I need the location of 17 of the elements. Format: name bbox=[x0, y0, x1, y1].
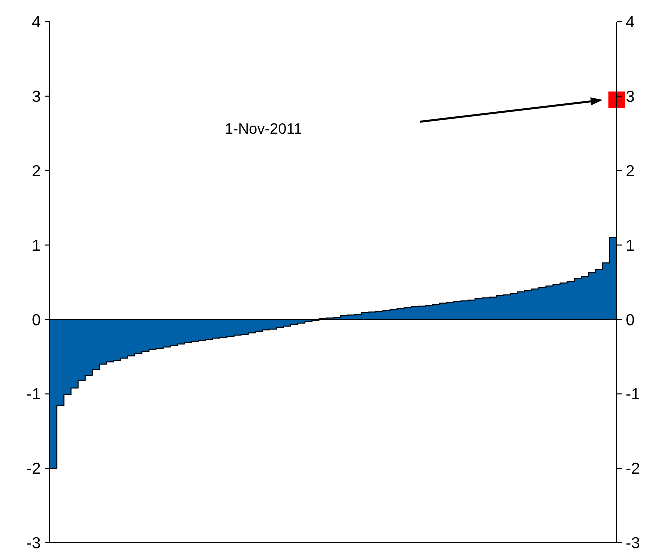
y2-tick-label: 3 bbox=[626, 89, 635, 106]
y2-tick-label: -2 bbox=[626, 461, 640, 478]
annotation: 1-Nov-2011 bbox=[225, 121, 302, 138]
y-tick-label: 4 bbox=[32, 14, 42, 32]
y-tick-label: 2 bbox=[32, 163, 42, 180]
y2-tick-label: -3 bbox=[626, 536, 640, 553]
y2-tick-label: -1 bbox=[626, 386, 640, 404]
y2-tick-label: 0 bbox=[626, 312, 635, 330]
y2-tick-label: 4 bbox=[626, 14, 635, 32]
y-tick-label: -3 bbox=[26, 536, 42, 553]
y2-tick-label: 1 bbox=[626, 238, 635, 255]
y-tick-label: -1 bbox=[26, 386, 42, 404]
y2-tick-label: 2 bbox=[626, 163, 635, 180]
y-tick-label: -2 bbox=[26, 461, 42, 478]
y-tick-label: 0 bbox=[32, 312, 42, 330]
y-tick-label: 1 bbox=[32, 238, 42, 255]
y-tick-label: 3 bbox=[32, 89, 42, 106]
